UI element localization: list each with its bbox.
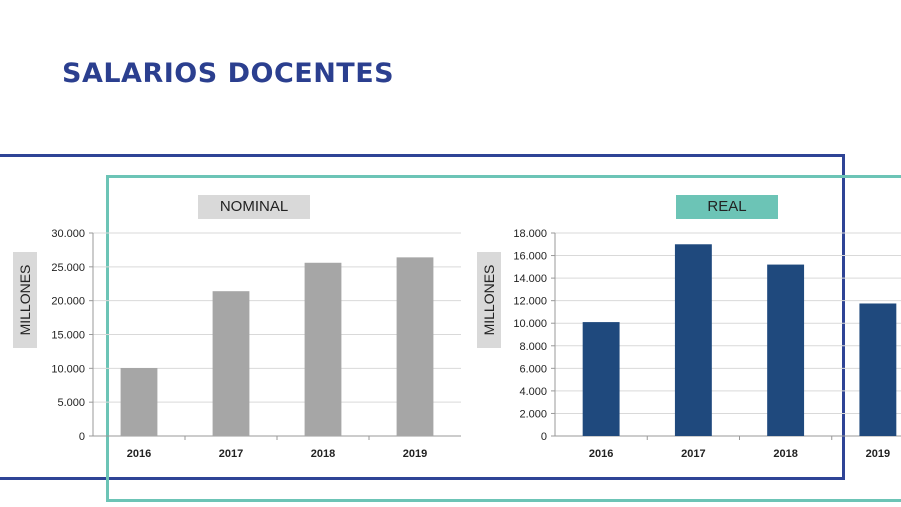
y-tick-label: 25.000 — [51, 262, 85, 274]
x-tick-label: 2019 — [403, 448, 427, 460]
y-tick-label: 12.000 — [513, 296, 547, 308]
y-tick-label: 14.000 — [513, 273, 547, 285]
y-tick-label: 30.000 — [51, 228, 85, 240]
page-title: SALARIOS DOCENTES — [62, 58, 395, 89]
y-tick-label: 5.000 — [57, 397, 85, 409]
x-tick-label: 2016 — [127, 448, 151, 460]
y-tick-label: 18.000 — [513, 228, 547, 240]
chart-title-real: REAL — [676, 195, 778, 219]
decorative-frame-outer — [0, 154, 845, 480]
y-tick-label: 2.000 — [519, 408, 547, 420]
decorative-frame-inner — [106, 175, 901, 502]
bar-2019 — [396, 257, 434, 436]
y-tick-label: 20.000 — [51, 296, 85, 308]
y-tick-label: 4.000 — [519, 386, 547, 398]
bar-2017 — [212, 291, 250, 436]
y-axis-label-nominal: MILLONES — [13, 252, 37, 348]
bar-2018 — [767, 264, 805, 436]
bar-2017 — [674, 244, 712, 436]
y-tick-label: 6.000 — [519, 363, 547, 375]
y-axis-label-real: MILLONES — [477, 252, 501, 348]
x-tick-label: 2016 — [589, 448, 613, 460]
chart-title-nominal: NOMINAL — [198, 195, 310, 219]
y-tick-label: 15.000 — [51, 330, 85, 342]
x-tick-label: 2019 — [866, 448, 890, 460]
nominal-bar-chart: 0 5.000 10.000 15.000 20.000 25.000 30.000 2016… — [51, 228, 461, 460]
y-tick-label: 0 — [541, 431, 547, 443]
bar-2016 — [582, 322, 620, 436]
x-tick-label: 2018 — [311, 448, 335, 460]
y-tick-label: 8.000 — [519, 341, 547, 353]
y-tick-label: 10.000 — [51, 363, 85, 375]
x-tick-label: 2017 — [219, 448, 243, 460]
y-tick-label: 10.000 — [513, 318, 547, 330]
x-tick-label: 2017 — [681, 448, 705, 460]
bar-2016 — [120, 367, 158, 436]
y-tick-label: 0 — [79, 431, 85, 443]
y-tick-label: 16.000 — [513, 251, 547, 263]
bar-2018 — [304, 262, 342, 436]
bar-2019 — [859, 303, 897, 436]
real-bar-chart: 0 2.000 4.000 6.000 8.000 10.000 12.000 14.000 1… — [513, 228, 901, 460]
x-tick-label: 2018 — [773, 448, 797, 460]
